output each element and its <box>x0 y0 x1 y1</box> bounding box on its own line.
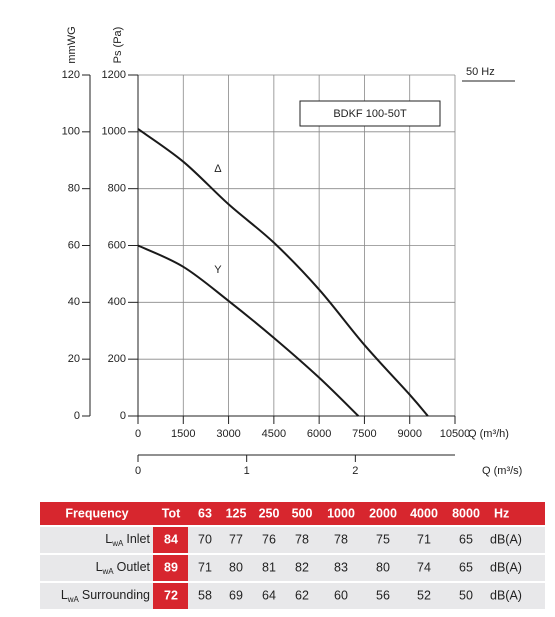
y-tick-label: 1000 <box>102 126 126 138</box>
table-header: Frequency <box>65 506 128 520</box>
band-value: 60 <box>334 588 348 602</box>
x-tick-label: 9000 <box>397 428 421 440</box>
band-value: 62 <box>295 588 309 602</box>
y2-tick-label: 120 <box>62 69 80 81</box>
x2-tick-label: 1 <box>244 465 250 477</box>
label-symbol: L <box>61 588 68 602</box>
y2-tick-label: 40 <box>68 296 80 308</box>
y2-tick-label: 100 <box>62 126 80 138</box>
band-value: 82 <box>295 560 309 574</box>
band-value: 58 <box>198 588 212 602</box>
table-header: 63 <box>198 506 212 520</box>
total-cell <box>153 555 188 581</box>
x-tick-label: 10500 <box>440 428 471 440</box>
y-tick-label: 200 <box>108 353 126 365</box>
total-value: 72 <box>164 588 178 602</box>
y-tick-label: 400 <box>108 296 126 308</box>
x2-tick-label: 0 <box>135 465 141 477</box>
band-value: 75 <box>376 532 390 546</box>
band-value: 83 <box>334 560 348 574</box>
table-header: 2000 <box>369 506 397 520</box>
band-value: 78 <box>334 532 348 546</box>
table-header: Tot <box>162 506 181 520</box>
y2-tick-label: 0 <box>74 410 80 422</box>
band-value: 65 <box>459 560 473 574</box>
band-value: 70 <box>198 532 212 546</box>
table-row-bg <box>40 583 545 609</box>
band-value: 74 <box>417 560 431 574</box>
band-value: 80 <box>229 560 243 574</box>
label-sub: wA <box>111 539 124 548</box>
x-tick-label: 4500 <box>262 428 286 440</box>
row-label: LwA Inlet <box>105 532 150 548</box>
label-symbol: L <box>105 532 112 546</box>
curve <box>137 244 360 417</box>
y2-tick-label: 80 <box>68 183 80 195</box>
total-value: 84 <box>164 532 178 546</box>
band-value: 76 <box>262 532 276 546</box>
frequency-label: 50 Hz <box>466 66 495 78</box>
x2-tick-label: 2 <box>352 465 358 477</box>
label-name: Inlet <box>126 532 150 546</box>
y2-axis-title: mmWG <box>66 26 78 63</box>
band-value: 71 <box>198 560 212 574</box>
model-label: BDKF 100-50T <box>333 108 407 120</box>
curve-label: Y <box>214 264 222 276</box>
table-header: 4000 <box>410 506 438 520</box>
band-value: 80 <box>376 560 390 574</box>
total-cell <box>153 583 188 609</box>
x-tick-label: 7500 <box>352 428 376 440</box>
table-header: 500 <box>292 506 313 520</box>
y2-tick-label: 20 <box>68 353 80 365</box>
band-value: 56 <box>376 588 390 602</box>
table-header: 125 <box>226 506 247 520</box>
label-sub: wA <box>67 595 80 604</box>
row-unit: dB(A) <box>490 532 522 546</box>
table-header-bg <box>40 502 545 525</box>
y-tick-label: 800 <box>108 183 126 195</box>
curve-label: Δ <box>214 163 222 175</box>
x2-axis-title: Q (m³/s) <box>482 465 522 477</box>
label-name: Surrounding <box>82 588 150 602</box>
band-value: 52 <box>417 588 431 602</box>
band-value: 65 <box>459 532 473 546</box>
x-tick-label: 3000 <box>216 428 240 440</box>
y-axis-title: Ps (Pa) <box>112 27 124 64</box>
label-name: Outlet <box>117 560 151 574</box>
table-header: Hz <box>494 506 509 520</box>
row-unit: dB(A) <box>490 560 522 574</box>
band-value: 71 <box>417 532 431 546</box>
y2-tick-label: 60 <box>68 239 80 251</box>
x-tick-label: 1500 <box>171 428 195 440</box>
label-symbol: L <box>96 560 103 574</box>
y-tick-label: 0 <box>120 410 126 422</box>
x-axis-title: Q (m³/h) <box>468 428 509 440</box>
band-value: 64 <box>262 588 276 602</box>
total-cell <box>153 527 188 553</box>
y-tick-label: 1200 <box>102 69 126 81</box>
band-value: 81 <box>262 560 276 574</box>
label-sub: wA <box>102 567 115 576</box>
x-tick-label: 0 <box>135 428 141 440</box>
total-value: 89 <box>164 560 178 574</box>
band-value: 77 <box>229 532 243 546</box>
table-row-bg <box>40 555 545 581</box>
band-value: 69 <box>229 588 243 602</box>
y-tick-label: 600 <box>108 239 126 251</box>
table-header: 250 <box>259 506 280 520</box>
row-unit: dB(A) <box>490 588 522 602</box>
table-row-bg <box>40 527 545 553</box>
band-value: 50 <box>459 588 473 602</box>
curve <box>137 128 429 417</box>
table-header: 1000 <box>327 506 355 520</box>
x-tick-label: 6000 <box>307 428 331 440</box>
row-label: LwA Surrounding <box>61 588 150 604</box>
band-value: 78 <box>295 532 309 546</box>
row-label: LwA Outlet <box>96 560 151 576</box>
model-box <box>299 100 441 127</box>
table-header: 8000 <box>452 506 480 520</box>
